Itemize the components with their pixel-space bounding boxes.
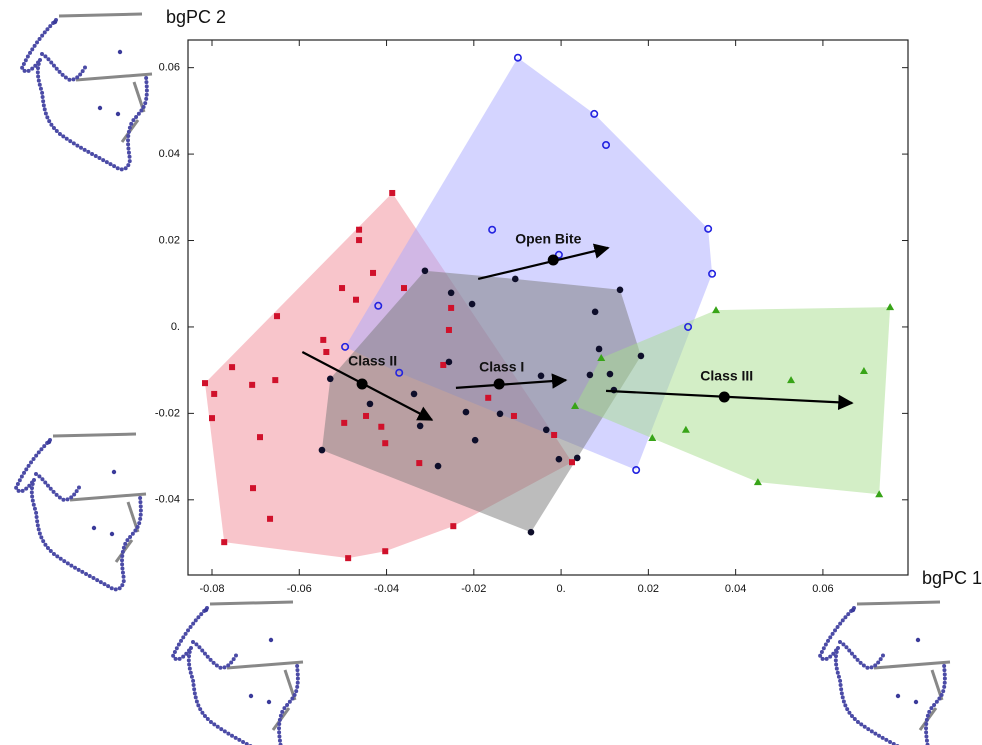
point	[356, 227, 362, 233]
point	[587, 372, 594, 379]
y-tick-label: 0.06	[159, 62, 180, 74]
point	[450, 523, 456, 529]
y-tick-label: -0.04	[155, 494, 180, 506]
point	[551, 432, 557, 438]
point	[538, 372, 545, 379]
point	[569, 459, 575, 465]
shape-thumbnail	[173, 602, 303, 745]
point	[440, 362, 446, 368]
point	[543, 426, 550, 433]
point	[712, 306, 720, 313]
point	[272, 377, 278, 383]
point	[401, 285, 407, 291]
point	[341, 420, 347, 426]
point	[528, 529, 535, 536]
point	[422, 267, 429, 274]
group-mean	[494, 378, 505, 389]
group-mean	[548, 254, 559, 265]
point	[574, 455, 581, 462]
point	[497, 411, 504, 418]
group-label: Class III	[700, 368, 753, 384]
point	[378, 424, 384, 430]
x-tick-label: 0.	[556, 583, 565, 595]
y-tick-label: 0.02	[159, 234, 180, 246]
point	[512, 276, 519, 283]
shape-thumbnail	[22, 14, 152, 169]
point	[319, 447, 326, 454]
x-tick-label: -0.06	[287, 583, 312, 595]
point	[363, 413, 369, 419]
point	[417, 423, 424, 430]
x-tick-label: 0.04	[725, 583, 746, 595]
x-tick-label: -0.08	[199, 583, 224, 595]
x-tick-label: -0.04	[374, 583, 399, 595]
x-tick-label: 0.06	[812, 583, 833, 595]
group-mean	[719, 391, 730, 402]
point	[267, 516, 273, 522]
group-label: Class I	[479, 359, 524, 375]
point	[638, 353, 645, 360]
point	[511, 413, 517, 419]
point	[592, 309, 599, 316]
point	[607, 371, 614, 378]
point	[211, 391, 217, 397]
shape-thumbnail	[16, 434, 146, 589]
y-axis-title: bgPC 2	[166, 7, 226, 27]
point	[556, 456, 563, 463]
point	[463, 409, 470, 416]
point	[250, 485, 256, 491]
point	[448, 290, 455, 297]
point	[435, 463, 442, 470]
point	[257, 434, 263, 440]
x-axis-title: bgPC 1	[922, 568, 982, 588]
point	[367, 401, 374, 408]
group-mean	[357, 378, 368, 389]
point	[327, 376, 334, 383]
shape-thumbnail	[820, 602, 950, 745]
point	[249, 382, 255, 388]
figure: bgPC 2 bgPC 1 -0.08 -0.06 -0.04 -0.02 0. 0.02…	[0, 0, 982, 745]
point	[469, 301, 476, 308]
group-label: Open Bite	[515, 231, 581, 247]
point	[345, 555, 351, 561]
y-tick-label: 0.04	[159, 148, 180, 160]
point	[221, 539, 227, 545]
point	[596, 346, 603, 353]
point	[370, 270, 376, 276]
point	[229, 364, 235, 370]
point	[416, 460, 422, 466]
page: {"chart_data": { "type": "scatter", "x_l…	[0, 0, 982, 745]
point	[472, 437, 479, 444]
point	[485, 395, 491, 401]
point	[202, 380, 208, 386]
y-tick-label: 0.	[171, 321, 180, 333]
group-label: Class II	[348, 353, 397, 369]
point	[886, 303, 894, 310]
point	[448, 305, 454, 311]
point	[617, 286, 624, 293]
point	[320, 337, 326, 343]
hulls	[205, 58, 890, 558]
x-tick-label: -0.02	[461, 583, 486, 595]
point	[274, 313, 280, 319]
point	[353, 297, 359, 303]
point	[382, 548, 388, 554]
point	[323, 349, 329, 355]
point	[339, 285, 345, 291]
point	[209, 415, 215, 421]
point	[389, 190, 395, 196]
point	[446, 327, 452, 333]
x-tick-label: 0.02	[638, 583, 659, 595]
point	[356, 237, 362, 243]
point	[382, 440, 388, 446]
y-tick-label: -0.02	[155, 407, 180, 419]
point	[446, 359, 453, 366]
point	[411, 391, 418, 398]
